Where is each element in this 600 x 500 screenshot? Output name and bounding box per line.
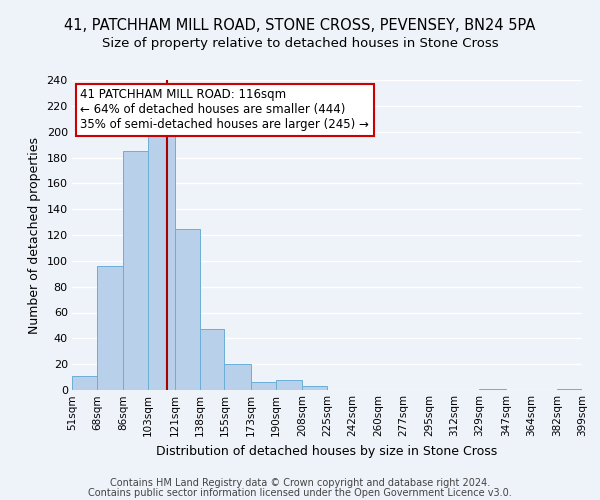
Text: 41 PATCHHAM MILL ROAD: 116sqm
← 64% of detached houses are smaller (444)
35% of : 41 PATCHHAM MILL ROAD: 116sqm ← 64% of d… (80, 88, 369, 132)
Bar (557, 388, 582, 390)
Text: Size of property relative to detached houses in Stone Cross: Size of property relative to detached ho… (101, 38, 499, 51)
Bar (148, 133, 175, 390)
Bar (224, 364, 251, 390)
Bar (276, 380, 302, 390)
Bar (123, 151, 148, 390)
Y-axis label: Number of detached properties: Number of detached properties (28, 136, 41, 334)
Text: Contains public sector information licensed under the Open Government Licence v3: Contains public sector information licen… (88, 488, 512, 498)
Bar (72, 376, 97, 390)
Bar (479, 388, 506, 390)
Bar (175, 228, 199, 390)
X-axis label: Distribution of detached houses by size in Stone Cross: Distribution of detached houses by size … (157, 444, 497, 458)
Bar (199, 330, 224, 390)
Bar (251, 382, 276, 390)
Bar (302, 386, 327, 390)
Bar (97, 266, 123, 390)
Text: Contains HM Land Registry data © Crown copyright and database right 2024.: Contains HM Land Registry data © Crown c… (110, 478, 490, 488)
Text: 41, PATCHHAM MILL ROAD, STONE CROSS, PEVENSEY, BN24 5PA: 41, PATCHHAM MILL ROAD, STONE CROSS, PEV… (64, 18, 536, 32)
